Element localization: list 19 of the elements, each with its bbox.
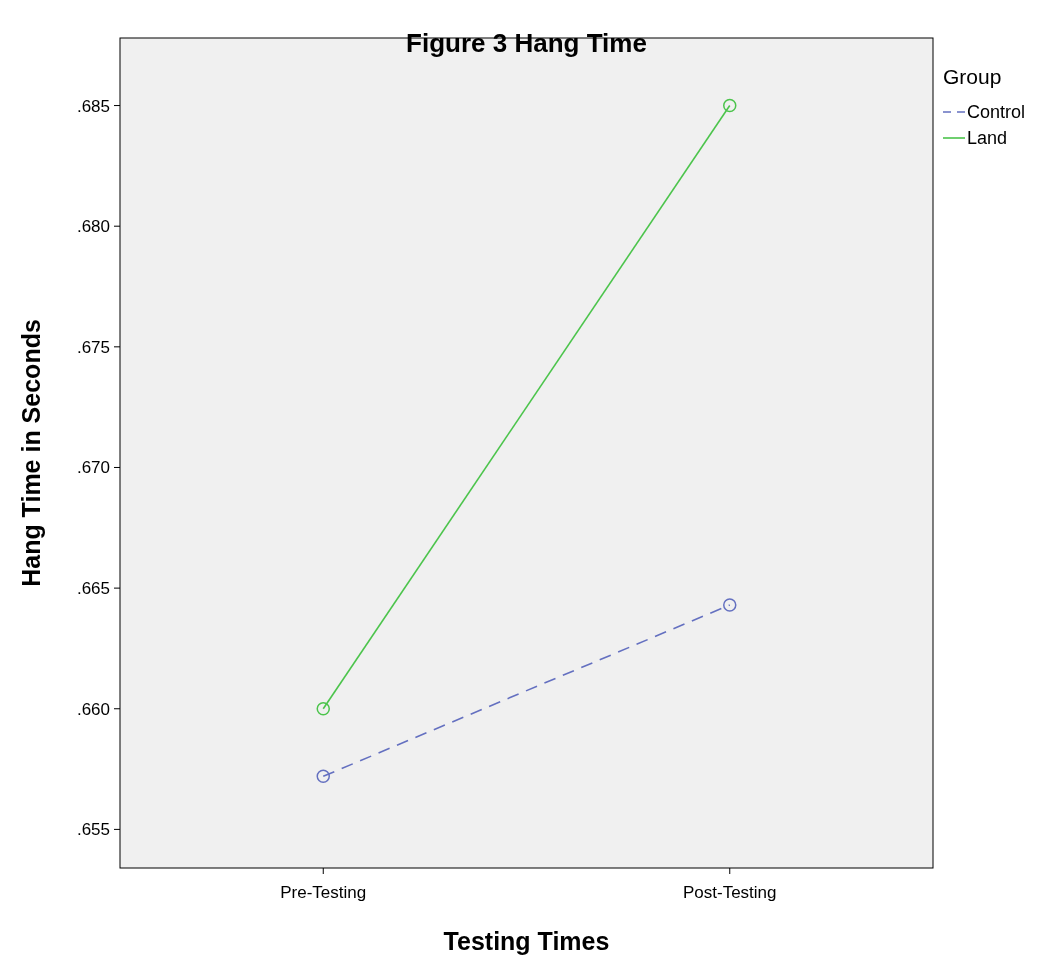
chart-title: Figure 3 Hang Time — [406, 28, 647, 59]
legend-title: Group — [943, 65, 1002, 88]
y-tick-label: .655 — [76, 820, 110, 840]
point — [316, 769, 330, 784]
x-tick-label: Post-Testing — [682, 883, 777, 902]
point — [316, 702, 330, 716]
y-axis-title: Hang Time in Seconds — [17, 319, 45, 587]
y-tick-label: .670 — [76, 458, 110, 478]
y-tick-label: .680 — [76, 217, 110, 237]
point — [723, 598, 737, 612]
x-tick-label: Pre-Testing — [280, 883, 367, 902]
x-axis-title: Testing Times — [443, 927, 610, 955]
y-tick-label: .685 — [76, 96, 110, 116]
point — [723, 98, 737, 113]
y-tick-label: .675 — [76, 337, 110, 357]
y-tick-label: .660 — [76, 699, 110, 719]
legend-label: Control — [967, 102, 1026, 123]
legend-label: Land — [967, 128, 1008, 149]
y-tick-label: .665 — [76, 579, 110, 599]
